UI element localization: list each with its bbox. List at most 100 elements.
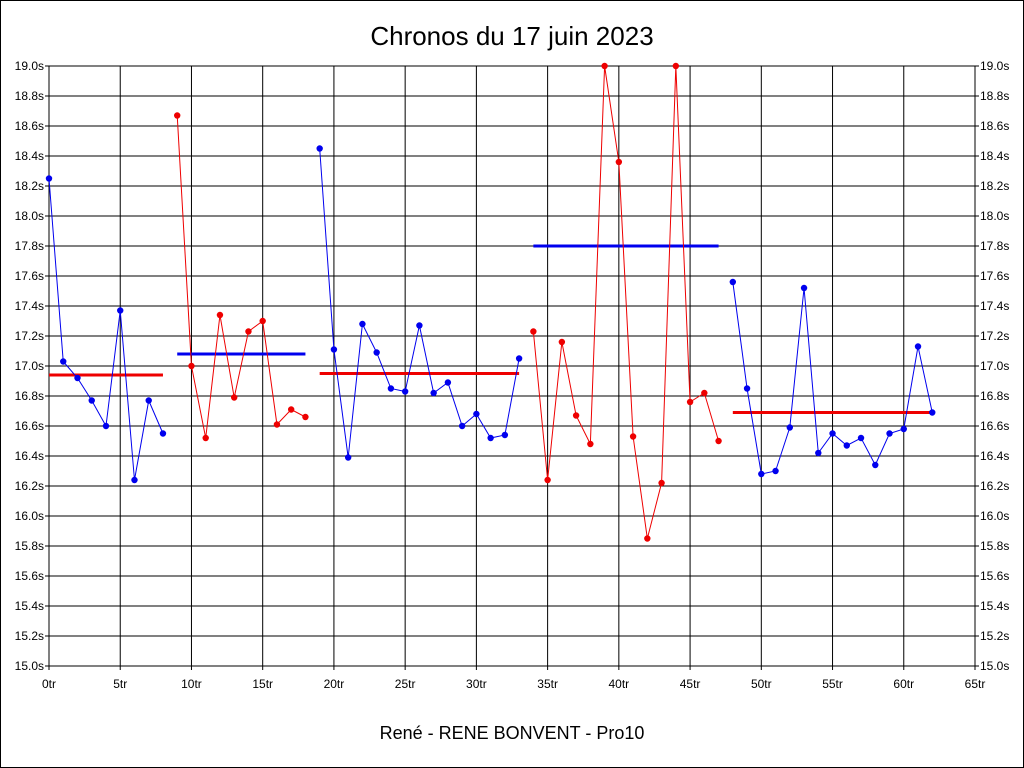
series-group [45,62,936,542]
data-point [729,278,737,286]
y-axis-left: 15.0s 15.2s 15.4s 15.6s 15.8s 16.0s 16.2s 16.4s… [15,59,49,673]
data-point [401,388,409,395]
y-axis-right: 15.0s 15.2s 15.4s 15.6s 15.8s 16.0s 16.2s 16.4s… [975,59,1009,673]
series-line [532,65,720,539]
data-point [872,461,879,469]
data-point [159,430,167,437]
x-axis-label: René - RENE BONVENT - Pro10 [380,723,645,743]
data-point [800,284,808,292]
data-point [914,343,922,350]
data-point [743,385,751,392]
data-point [601,62,608,70]
data-point [444,379,452,386]
data-point [857,434,865,442]
data-point [188,362,195,370]
series-line [176,115,306,439]
y-tick-label: 18.8s [980,89,1009,103]
x-tick-label: 5tr [113,677,127,691]
y-tick-label: 15.6s [980,569,1009,583]
y-tick-label: 17.4s [980,299,1009,313]
data-point [302,413,309,421]
data-point [644,535,651,542]
x-tick-label: 45tr [680,677,701,691]
y-tick-label: 15.8s [15,539,44,553]
data-point [772,467,779,475]
x-tick-label: 60tr [893,677,914,691]
y-tick-label: 16.2s [980,479,1009,493]
series-line [319,148,520,458]
data-point [587,440,594,448]
data-point [316,145,323,152]
y-tick-label: 18.6s [15,119,44,133]
data-point [929,409,936,416]
data-point [530,328,537,335]
y-tick-label: 17.0s [980,359,1009,373]
data-point [45,175,53,182]
data-point [216,311,224,319]
y-tick-label: 17.6s [980,269,1009,283]
chart-title: Chronos du 17 juin 2023 [370,21,653,51]
y-tick-label: 15.0s [15,659,44,673]
series-2 [316,145,523,461]
y-tick-label: 17.6s [15,269,44,283]
series-line [48,178,164,481]
data-point [231,394,238,401]
y-tick-label: 16.0s [15,509,44,523]
data-point [174,112,181,119]
series-4 [729,278,936,478]
data-point [886,430,893,437]
y-tick-label: 17.2s [15,329,44,343]
y-tick-label: 19.0s [980,59,1009,73]
y-tick-label: 16.6s [980,419,1009,433]
y-tick-label: 17.2s [980,329,1009,343]
y-tick-label: 18.4s [15,149,44,163]
y-tick-label: 16.8s [15,389,44,403]
data-point [359,320,366,328]
y-tick-label: 16.4s [980,449,1009,463]
data-point [672,62,680,70]
data-point [373,349,380,356]
grid [48,65,976,667]
data-point [515,355,523,362]
y-tick-label: 16.4s [15,449,44,463]
y-tick-label: 18.0s [15,209,44,223]
y-tick-label: 15.0s [980,659,1009,673]
series-3 [530,62,722,542]
data-point [815,449,822,457]
y-tick-label: 17.8s [15,239,44,253]
x-tick-label: 50tr [751,677,772,691]
y-tick-label: 18.6s [980,119,1009,133]
data-point [544,476,551,484]
data-point [829,430,836,437]
data-point [287,406,295,413]
data-point [572,412,580,419]
data-point [501,431,509,439]
data-point [131,476,138,484]
y-tick-label: 15.2s [980,629,1009,643]
data-point [145,397,152,404]
y-tick-label: 17.4s [15,299,44,313]
x-tick-label: 0tr [42,677,56,691]
series-1 [174,112,309,442]
data-point [88,397,95,404]
data-point [74,374,81,382]
y-tick-label: 19.0s [15,59,44,73]
x-tick-label: 20tr [324,677,345,691]
data-point [416,322,423,329]
data-point [102,422,110,430]
data-point [487,434,494,442]
data-point [60,358,67,365]
x-axis: 0tr 5tr 10tr 15tr 20tr 25tr 30tr 35tr 40tr 45tr 50… [42,666,985,691]
average-lines [49,244,933,414]
data-point [387,385,395,392]
y-tick-label: 16.2s [15,479,44,493]
x-tick-label: 40tr [609,677,630,691]
x-tick-label: 65tr [965,677,986,691]
data-point [473,410,480,418]
data-point [758,470,765,478]
data-point [430,389,437,397]
data-point [786,424,793,431]
data-point [273,421,281,428]
